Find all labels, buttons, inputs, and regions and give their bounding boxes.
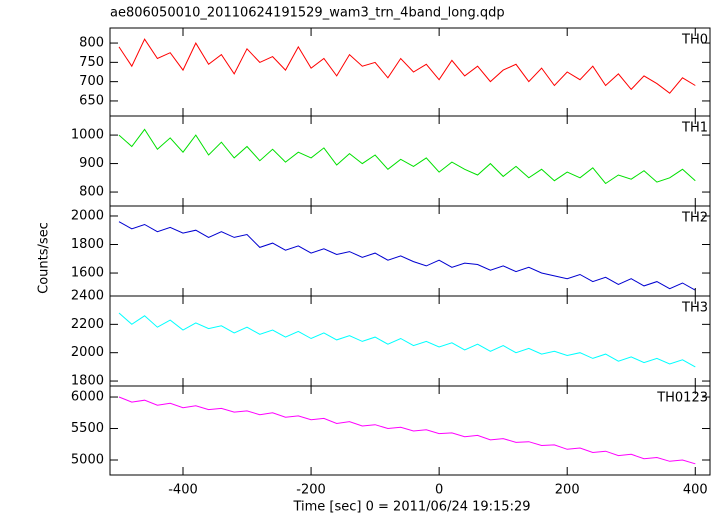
y-tick-label: 5000	[71, 453, 104, 468]
panel-frame	[109, 385, 711, 476]
x-tick-label: -400	[168, 483, 198, 498]
x-axis-label: Time [sec] 0 = 2011/06/24 19:15:29	[292, 500, 530, 515]
panel-frame	[109, 115, 711, 207]
y-tick-label: 1000	[71, 128, 104, 143]
y-tick-label: 2400	[71, 289, 104, 304]
panel-frame	[109, 27, 711, 117]
y-tick-label: 1600	[71, 266, 104, 281]
x-tick-label: 0	[435, 483, 443, 498]
y-tick-label: 5500	[71, 421, 104, 436]
panel-frame	[109, 295, 711, 387]
y-tick-label: 750	[79, 55, 104, 70]
y-tick-label: 800	[79, 36, 104, 51]
data-line	[118, 38, 696, 94]
data-line	[118, 128, 696, 185]
data-line	[118, 312, 696, 368]
panel-label: TH0123	[656, 391, 708, 406]
x-tick-label: 400	[683, 483, 708, 498]
data-line	[118, 396, 696, 465]
y-tick-label: 1800	[71, 374, 104, 389]
panel-label: TH2	[681, 211, 708, 226]
y-tick-label: 6000	[71, 390, 104, 405]
panel-label: TH1	[681, 121, 708, 136]
y-tick-label: 900	[79, 156, 104, 171]
y-tick-label: 2000	[71, 208, 104, 223]
chart-title: ae806050010_20110624191529_wam3_trn_4ban…	[110, 6, 505, 21]
y-tick-label: 700	[79, 74, 104, 89]
y-tick-label: 650	[79, 93, 104, 108]
data-line	[118, 221, 696, 291]
y-axis-label: Counts/sec	[37, 222, 52, 294]
panel-label: TH3	[681, 301, 708, 316]
x-tick-label: 200	[555, 483, 580, 498]
y-tick-label: 1800	[71, 237, 104, 252]
y-tick-label: 800	[79, 185, 104, 200]
panel-frame	[109, 205, 711, 297]
y-tick-label: 2200	[71, 317, 104, 332]
y-tick-label: 2000	[71, 345, 104, 360]
panel-label: TH0	[681, 33, 708, 48]
x-tick-label: -200	[296, 483, 326, 498]
